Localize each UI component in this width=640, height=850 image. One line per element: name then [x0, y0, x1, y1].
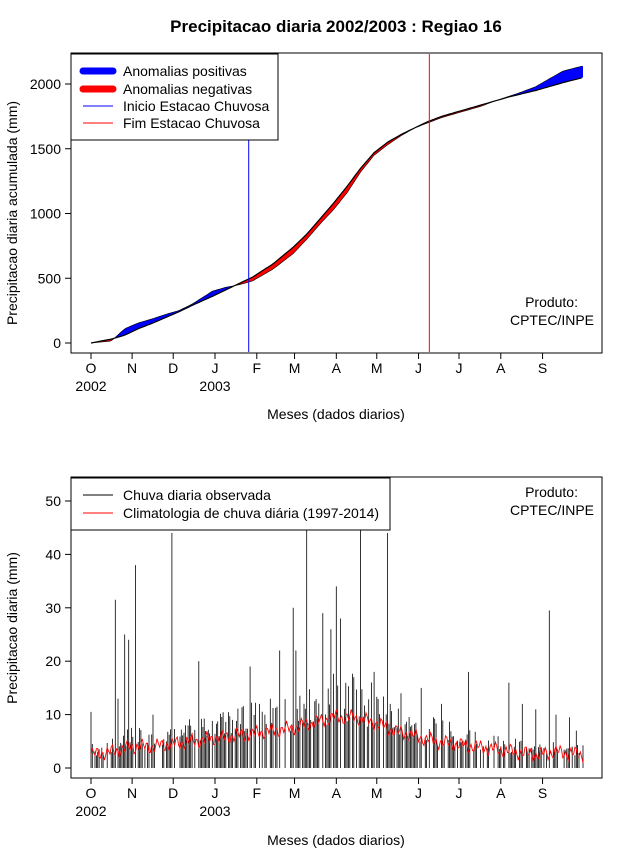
top-y-tick-label: 500 [38, 270, 62, 286]
top-y-tick-label: 0 [53, 335, 61, 351]
bottom-x-tick-label: M [371, 785, 383, 801]
bottom-y-tick-label: 20 [45, 653, 61, 669]
bottom-legend-box [70, 477, 391, 531]
chart-title: Precipitacao diaria 2002/2003 : Regiao 1… [170, 17, 502, 36]
top-x-tick-label: A [332, 360, 342, 376]
anomaly-positive-area [495, 65, 583, 101]
bottom-x-tick-label: J [455, 785, 462, 801]
legend-label-observed: Chuva diaria observada [123, 487, 271, 503]
bottom-y-tick-label: 40 [45, 546, 61, 562]
top-year-label: 2002 [75, 378, 106, 394]
top-x-tick-label: N [127, 360, 137, 376]
bottom-y-tick-label: 0 [53, 760, 61, 776]
anomaly-negative-area [415, 100, 496, 128]
top-x-tick-label: M [289, 360, 301, 376]
top-x-tick-label: J [415, 360, 422, 376]
observed-accumulated-line [90, 65, 582, 344]
top-x-tick-label: M [371, 360, 383, 376]
legend-label-climatology: Climatologia de chuva diária (1997-2014) [123, 505, 379, 521]
bottom-x-axis-label: Meses (dados diarios) [267, 832, 405, 848]
legend-label-negative: Anomalias negativas [123, 81, 252, 97]
legend-label-fim: Fim Estacao Chuvosa [123, 115, 260, 131]
bottom-y-tick-label: 30 [45, 600, 61, 616]
climatology-daily-line [90, 709, 584, 763]
top-x-tick-label: D [168, 360, 178, 376]
anomaly-negative-area [235, 128, 415, 286]
bottom-x-tick-label: D [168, 785, 178, 801]
bottom-x-tick-label: A [496, 785, 506, 801]
top-legend: Anomalias positivas Anomalias negativas … [70, 53, 279, 141]
top-y-tick-label: 1000 [30, 206, 61, 222]
legend-label-positive: Anomalias positivas [123, 63, 247, 79]
bottom-x-tick-label: M [289, 785, 301, 801]
bottom-x-tick-label: N [127, 785, 137, 801]
legend-label-inicio: Inicio Estacao Chuvosa [123, 98, 270, 114]
bottom-product-line2: CPTEC/INPE [510, 502, 594, 518]
bottom-x-tick-label: A [332, 785, 342, 801]
top-x-axis-label: Meses (dados diarios) [267, 406, 405, 422]
top-year-label: 2003 [199, 378, 230, 394]
top-x-tick-label: S [538, 360, 547, 376]
bottom-x-tick-label: O [86, 785, 97, 801]
bottom-year-label: 2002 [75, 803, 106, 819]
top-x-tick-label: A [496, 360, 506, 376]
bottom-x-tick-label: J [212, 785, 219, 801]
bottom-y-axis-label: Precipitacao diaria (mm) [4, 552, 20, 704]
top-y-tick-label: 2000 [30, 76, 61, 92]
top-product-line2: CPTEC/INPE [510, 312, 594, 328]
top-y-axis-label: Precipitacao diaria acumulada (mm) [4, 101, 20, 325]
top-x-tick-label: J [212, 360, 219, 376]
bottom-plot-area: O N D J F M A M J J A S 2002 2003 0 10 20 30 40 50 [45, 493, 584, 819]
top-product-line1: Produto: [525, 294, 578, 310]
top-y-tick-label: 1500 [30, 141, 61, 157]
top-x-tick-label: O [86, 360, 97, 376]
bottom-x-tick-label: J [415, 785, 422, 801]
bottom-x-tick-label: F [253, 785, 262, 801]
top-x-tick-label: J [455, 360, 462, 376]
bottom-product-line1: Produto: [525, 484, 578, 500]
bottom-year-label: 2003 [199, 803, 230, 819]
top-x-tick-label: F [253, 360, 262, 376]
bottom-x-tick-label: S [538, 785, 547, 801]
bottom-y-tick-label: 50 [45, 493, 61, 509]
bottom-y-tick-label: 10 [45, 707, 61, 723]
bottom-legend: Chuva diaria observada Climatologia de c… [70, 477, 391, 531]
